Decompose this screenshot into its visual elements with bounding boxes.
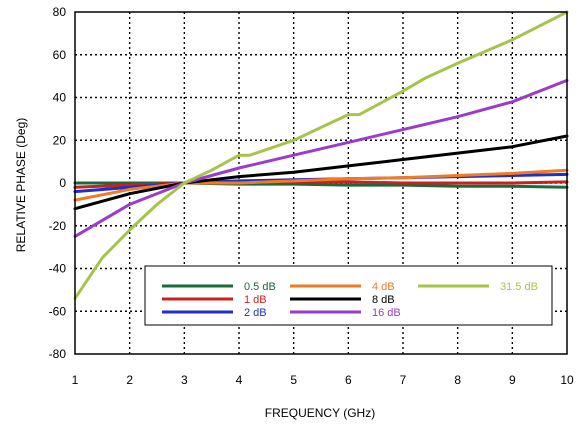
x-tick-label: 10 (560, 373, 574, 387)
y-tick-label: 60 (53, 48, 67, 62)
plot-frame (74, 11, 568, 355)
x-tick-label: 8 (454, 373, 461, 387)
series-line (73, 168, 569, 202)
y-tick-label: 0 (59, 176, 66, 190)
y-tick-label: -40 (49, 262, 67, 276)
legend-label: 31.5 dB (500, 281, 538, 293)
series-line (73, 78, 569, 238)
x-tick-label: 7 (400, 373, 407, 387)
y-tick-label: 80 (53, 5, 67, 19)
x-axis-title: FREQUENCY (GHz) (265, 406, 375, 420)
y-tick-labels: -80 -60 -40 -20 0 20 40 60 80 (49, 5, 67, 361)
series-lines (73, 10, 569, 300)
legend-label: 0.5 dB (244, 281, 276, 293)
y-tick-label: 20 (53, 133, 67, 147)
y-axis-title: RELATIVE PHASE (Deg) (14, 118, 28, 252)
x-tick-label: 1 (72, 373, 79, 387)
series-line (73, 134, 569, 211)
x-tick-label: 2 (126, 373, 133, 387)
legend-label: 8 dB (372, 294, 395, 306)
x-tick-label: 5 (290, 373, 297, 387)
legend-label: 16 dB (372, 307, 401, 319)
legend-box (144, 265, 553, 326)
legend-label: 4 dB (372, 281, 395, 293)
legend-label: 1 dB (244, 294, 267, 306)
x-tick-label: 3 (181, 373, 188, 387)
y-tick-label: -80 (49, 347, 67, 361)
legend-label: 2 dB (244, 307, 267, 319)
y-tick-label: -20 (49, 219, 67, 233)
x-tick-label: 6 (345, 373, 352, 387)
series-line (73, 10, 569, 300)
x-tick-label: 4 (236, 373, 243, 387)
x-tick-labels: 1 2 3 4 5 6 7 8 9 10 (72, 373, 574, 387)
y-tick-label: -60 (49, 304, 67, 318)
x-tick-label: 9 (509, 373, 516, 387)
y-tick-label: 40 (53, 91, 67, 105)
